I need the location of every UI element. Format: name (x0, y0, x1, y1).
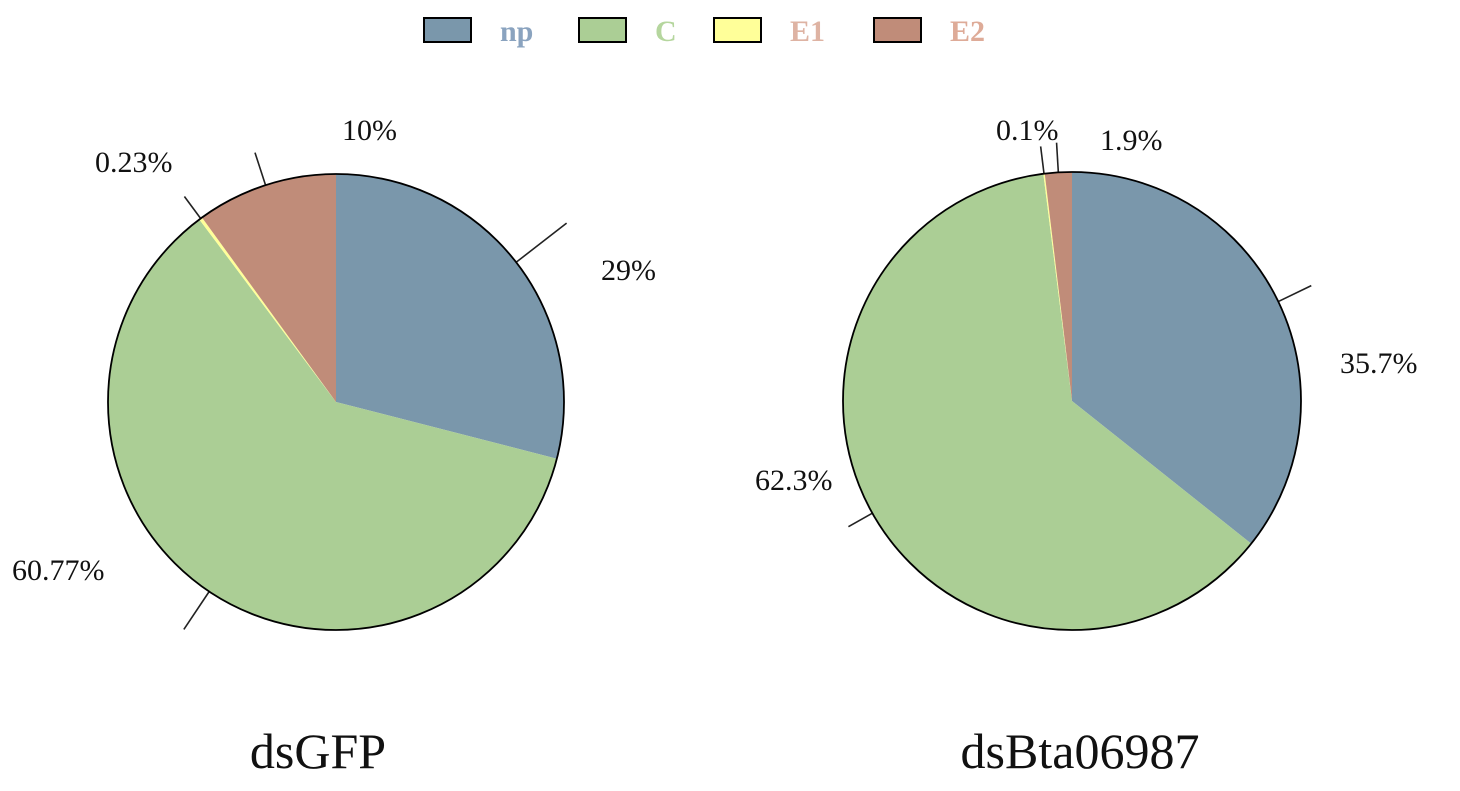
legend-swatch-e2 (873, 17, 922, 43)
pie-slice-c (843, 173, 1252, 631)
pie-slice-e1 (1043, 173, 1072, 401)
data-label-e2: 1.9% (1100, 124, 1163, 157)
data-label-e2: 10% (342, 114, 397, 147)
data-label-np: 29% (601, 254, 656, 287)
leader-line-e1 (183, 196, 202, 219)
pie-outline (842, 171, 1302, 631)
legend-label-e1: E1 (790, 15, 825, 48)
leader-line-np (1277, 284, 1312, 303)
pie-slice-np (1072, 172, 1302, 544)
legend-swatch-e1 (713, 17, 762, 43)
leader-line-e2 (1055, 142, 1060, 173)
data-label-e1: 0.23% (95, 146, 173, 179)
legend-label-np: np (500, 15, 533, 48)
pie-title-dsgfp: dsGFP (250, 723, 386, 779)
leader-line-e2 (254, 152, 267, 186)
data-label-c: 62.3% (755, 464, 833, 497)
legend-label-e2: E2 (950, 15, 985, 48)
pie-slice-e2 (201, 174, 336, 402)
leader-line-c (183, 591, 210, 630)
pie-slice-e2 (1044, 172, 1072, 401)
leader-line-e1 (1039, 146, 1045, 174)
pie-slice-c (108, 219, 557, 630)
pie-title-dsbta06987: dsBta06987 (961, 723, 1200, 779)
chart-legend: np C E1 E2 (423, 15, 985, 48)
pie-slice-np (336, 174, 565, 459)
pie-outline (107, 173, 565, 631)
data-label-c: 60.77% (12, 554, 105, 587)
pie-chart-dsgfp: 29% 60.77% 0.23% 10% (12, 114, 656, 631)
legend-swatch-c (578, 17, 627, 43)
leader-line-c (848, 512, 873, 528)
leader-line-np (515, 222, 568, 263)
legend-swatch-np (423, 17, 472, 43)
data-label-e1: 0.1% (996, 114, 1059, 147)
legend-label-c: C (655, 15, 677, 48)
data-label-np: 35.7% (1340, 347, 1418, 380)
pie-slice-e1 (199, 217, 336, 402)
pie-chart-dsbta06987: 35.7% 62.3% 0.1% 1.9% (755, 114, 1418, 631)
